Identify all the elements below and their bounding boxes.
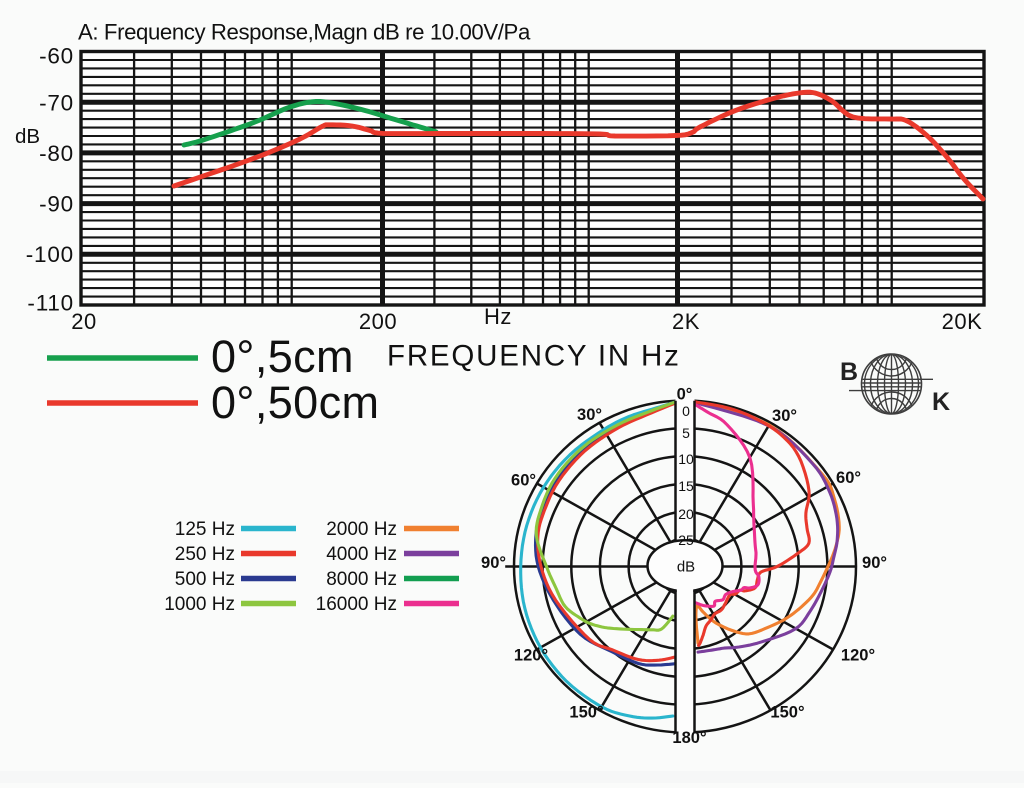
svg-text:250 Hz: 250 Hz (175, 544, 235, 565)
svg-text:1000 Hz: 1000 Hz (164, 594, 235, 615)
svg-text:2K: 2K (672, 309, 700, 334)
svg-text:200: 200 (359, 309, 397, 334)
svg-text:-90: -90 (39, 192, 74, 217)
svg-text:0°,50cm: 0°,50cm (211, 377, 379, 428)
svg-text:dB: dB (15, 125, 40, 148)
svg-text:20K: 20K (942, 309, 983, 334)
svg-text:30°: 30° (577, 406, 602, 424)
svg-text:A: Frequency Response,Magn dB: A: Frequency Response,Magn dB re 10.00V/… (78, 20, 531, 45)
svg-text:B: B (840, 358, 858, 386)
svg-text:20: 20 (678, 506, 694, 522)
svg-text:90°: 90° (862, 554, 887, 572)
svg-text:10: 10 (678, 451, 694, 467)
svg-text:125 Hz: 125 Hz (175, 519, 235, 540)
svg-text:60°: 60° (511, 472, 536, 490)
svg-text:20: 20 (71, 309, 96, 334)
svg-text:25: 25 (678, 532, 694, 548)
svg-text:16000 Hz: 16000 Hz (316, 594, 397, 615)
svg-text:30°: 30° (772, 407, 797, 425)
svg-text:4000 Hz: 4000 Hz (326, 544, 397, 565)
svg-text:0°: 0° (677, 386, 693, 404)
svg-text:500 Hz: 500 Hz (175, 569, 235, 590)
svg-text:-80: -80 (39, 141, 74, 166)
svg-text:FREQUENCY IN Hz: FREQUENCY IN Hz (387, 340, 681, 373)
svg-text:0°,5cm: 0°,5cm (211, 331, 354, 382)
svg-text:-70: -70 (39, 91, 74, 116)
svg-text:5: 5 (682, 425, 690, 441)
svg-text:150°: 150° (770, 704, 804, 722)
svg-text:-60: -60 (39, 44, 74, 69)
svg-text:0: 0 (682, 403, 690, 419)
svg-text:90°: 90° (481, 554, 506, 572)
svg-text:120°: 120° (841, 647, 875, 665)
svg-text:-110: -110 (27, 291, 74, 316)
svg-text:-100: -100 (26, 242, 74, 267)
svg-text:150°: 150° (569, 704, 603, 722)
svg-text:60°: 60° (836, 469, 861, 487)
svg-text:dB: dB (677, 559, 695, 576)
svg-text:Hz: Hz (484, 304, 512, 329)
svg-text:K: K (932, 388, 950, 416)
svg-text:2000 Hz: 2000 Hz (326, 519, 397, 540)
svg-text:180°: 180° (672, 729, 706, 747)
svg-text:120°: 120° (514, 647, 548, 665)
svg-text:15: 15 (678, 478, 694, 494)
svg-text:8000 Hz: 8000 Hz (326, 569, 397, 590)
